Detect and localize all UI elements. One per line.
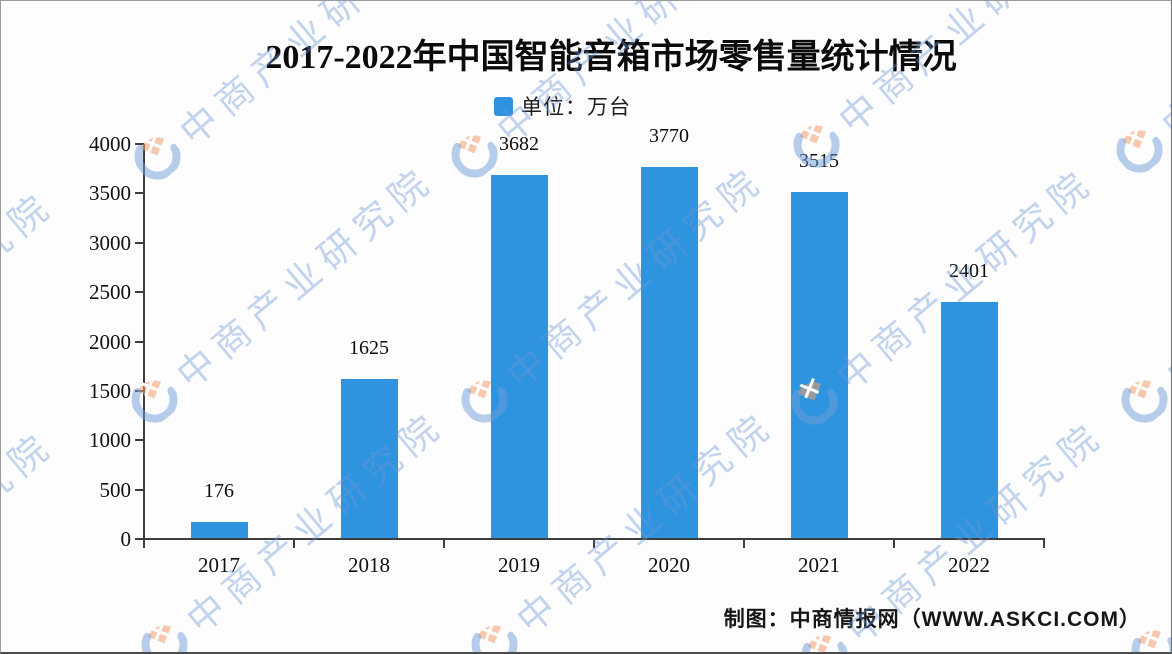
watermark: 中商产业研究院	[1, 175, 64, 459]
y-tick-label: 2500	[89, 280, 131, 305]
x-tick-label-2021: 2021	[798, 553, 840, 577]
y-tick-mark	[135, 192, 144, 195]
x-tick-mark	[593, 539, 595, 548]
y-tick-mark	[135, 488, 144, 491]
watermark-text: 中商产业研究院	[1169, 407, 1172, 647]
y-tick-mark	[135, 241, 144, 244]
watermark-logo-icon	[1121, 375, 1168, 423]
watermark: 中商产业研究院	[130, 395, 454, 652]
bar-value-label-2022: 2401	[949, 259, 989, 282]
watermark: 中商产业研究院	[1105, 0, 1172, 185]
legend: 单位：万台	[494, 91, 631, 121]
y-tick-label: 0	[120, 527, 132, 551]
y-tick-mark	[135, 439, 144, 442]
y-tick-mark	[135, 389, 144, 392]
watermark: 中商产业研究院	[1110, 150, 1172, 434]
x-tick-label-2017: 2017	[198, 553, 240, 577]
y-tick-label: 500	[99, 477, 132, 502]
bar-2017	[190, 521, 248, 539]
bar-value-label-2019: 3682	[499, 133, 539, 156]
y-tick-label: 4000	[89, 132, 131, 156]
watermark-logo-icon	[131, 375, 178, 423]
x-tick-mark	[293, 539, 295, 548]
credit-line: 制图：中商情报网（WWW.ASKCI.COM）	[723, 608, 1141, 631]
watermark-text: 中商产业研究院	[1159, 157, 1172, 397]
y-tick-mark	[135, 340, 144, 343]
y-tick-mark	[135, 143, 144, 145]
bar-2019	[490, 175, 548, 539]
x-tick-mark	[893, 539, 895, 548]
y-tick-mark	[135, 538, 144, 540]
x-tick-mark	[743, 539, 745, 548]
watermark-text: 中商产业研究院	[169, 157, 443, 397]
bar-value-label-2018: 1625	[349, 336, 389, 359]
x-tick-mark	[143, 539, 145, 548]
bar-2018	[340, 378, 398, 539]
x-tick-mark	[443, 539, 445, 548]
bar-2021	[790, 191, 848, 539]
chart-title: 2017-2022年中国智能音箱市场零售量统计情况	[265, 39, 957, 76]
x-tick-mark	[1043, 539, 1045, 548]
bar-value-label-2021: 3515	[799, 149, 839, 172]
y-tick-label: 1500	[89, 378, 131, 403]
legend-marker-swatch	[494, 96, 513, 116]
y-tick-label: 2000	[89, 329, 131, 354]
bar-value-label-2020: 3770	[649, 124, 689, 147]
bar-2022	[940, 301, 998, 539]
watermark-logo-icon	[471, 620, 518, 652]
x-tick-label-2022: 2022	[948, 553, 990, 577]
legend-label: 单位：万台	[521, 96, 631, 119]
bar-2020	[640, 166, 698, 539]
watermark-logo-icon	[141, 620, 188, 652]
y-tick-label: 3500	[89, 181, 131, 206]
watermark-text: 中商产业研究院	[1154, 0, 1172, 147]
y-tick-label: 3000	[89, 230, 131, 255]
watermark-logo-icon	[1116, 125, 1163, 173]
y-tick-label: 1000	[89, 428, 131, 453]
watermark-logo-icon	[134, 132, 181, 180]
x-tick-label-2018: 2018	[348, 553, 390, 577]
x-tick-label-2020: 2020	[648, 553, 690, 577]
x-tick-label-2019: 2019	[498, 553, 540, 577]
y-tick-mark	[135, 291, 144, 294]
bar-value-label-2017: 176	[204, 479, 234, 502]
y-axis-line	[143, 144, 145, 541]
watermark-text: 中商产业研究院	[179, 402, 453, 642]
